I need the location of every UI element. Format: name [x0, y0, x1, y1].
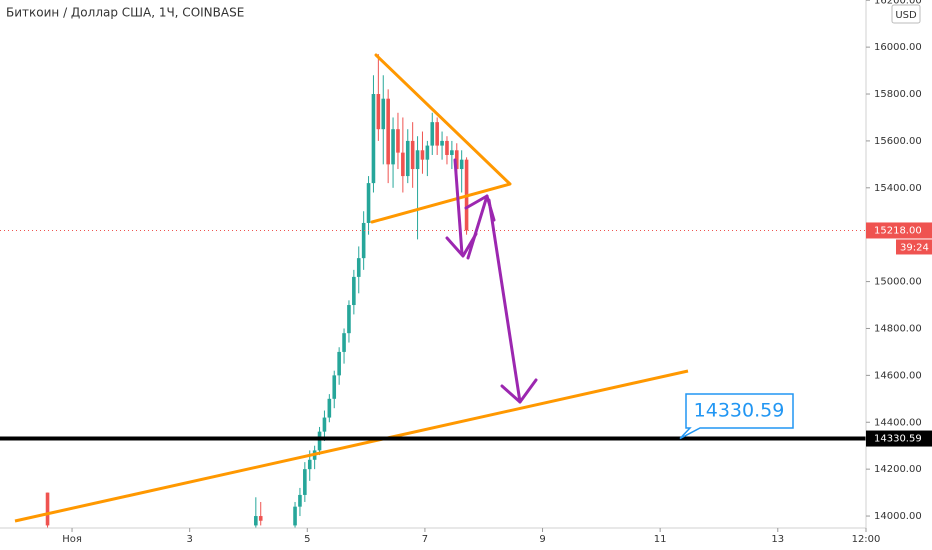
plot [0, 54, 866, 528]
horizontal-line-label: 14330.59 [874, 434, 922, 445]
x-tick-label: 11 [654, 534, 667, 545]
horizontal-line-tag [866, 430, 932, 447]
candle-body [435, 122, 439, 146]
x-tick-label: 12:00 [852, 534, 881, 545]
candle-body [405, 140, 410, 177]
x-tick-label: 9 [539, 534, 545, 545]
candle-body [347, 305, 351, 334]
candle-body [410, 140, 415, 170]
candle-body [303, 469, 307, 495]
candle-body [396, 129, 400, 153]
x-tick-label: 5 [304, 534, 310, 545]
x-tick-label: 7 [422, 534, 428, 545]
candle-body [366, 183, 371, 223]
candle-body [454, 150, 459, 170]
arrow-head [500, 378, 538, 404]
candle-body [430, 122, 435, 146]
candle-body [440, 140, 444, 146]
candle-body [327, 398, 332, 418]
price-axis [866, 0, 932, 528]
candle-body [337, 351, 341, 376]
callout-label: 14330.59 [694, 400, 785, 422]
candle-body [307, 459, 312, 470]
candle-body [445, 140, 449, 155]
currency-box [891, 4, 921, 24]
arrow [453, 158, 464, 256]
candle-body [332, 375, 337, 399]
y-tick-label: 14200.00 [874, 464, 922, 475]
y-tick-label: 14600.00 [874, 370, 922, 381]
y-tick-label: 15600.00 [874, 136, 922, 147]
candle-body [459, 159, 464, 170]
last-price-label: 15218.00 [874, 225, 922, 236]
candle-body [45, 492, 50, 526]
x-tick-label: 3 [186, 534, 192, 545]
callout-box [679, 393, 794, 440]
axes: 14000.00 14200.00 14400.00 14600.00 14800.00… [62, 0, 932, 545]
last-price-tag [866, 222, 932, 239]
candle-body [322, 417, 327, 432]
candle-body [254, 516, 258, 526]
x-tick-label: Ноя [62, 534, 82, 545]
y-tick-label: 14400.00 [874, 417, 922, 428]
drawings [14, 53, 689, 523]
triangle [370, 53, 512, 224]
candle-body [415, 150, 420, 170]
candle-body [258, 516, 263, 521]
candle-body [450, 150, 454, 155]
candle-body [420, 150, 425, 160]
countdown-tag [896, 239, 932, 255]
y-tick-label: 14800.00 [874, 323, 922, 334]
currency: USD [895, 10, 917, 21]
x-tick-label: 13 [771, 534, 784, 545]
candle-body [425, 145, 430, 160]
candle-body [361, 222, 366, 259]
candle-body [293, 506, 297, 526]
overlays: 14330.59 [0, 393, 866, 441]
chart-title: Биткоин / Доллар США, 1Ч, COINBASE [6, 6, 244, 20]
candle-body [298, 494, 302, 507]
candle-body [381, 98, 386, 130]
candle-body [371, 94, 376, 184]
candle-body [391, 129, 395, 165]
candle-body [356, 258, 361, 277]
countdown: 39:24 [900, 242, 929, 253]
arrow [487, 198, 522, 404]
candle-body [386, 98, 390, 165]
y-tick-label: 16200.00 [874, 0, 922, 6]
y-tick-label: 15800.00 [874, 89, 922, 100]
y-tick-label: 16000.00 [874, 42, 922, 53]
y-tick-label: 15400.00 [874, 183, 922, 194]
arrow [466, 194, 489, 260]
candle-body [401, 152, 405, 177]
candle-body [317, 431, 322, 451]
candle-body [342, 333, 346, 352]
candle-body [376, 94, 381, 130]
trend-line [14, 369, 689, 523]
y-tick-label: 15000.00 [874, 277, 922, 288]
y-tick-label: 14000.00 [874, 511, 922, 522]
candle-body [352, 276, 356, 306]
